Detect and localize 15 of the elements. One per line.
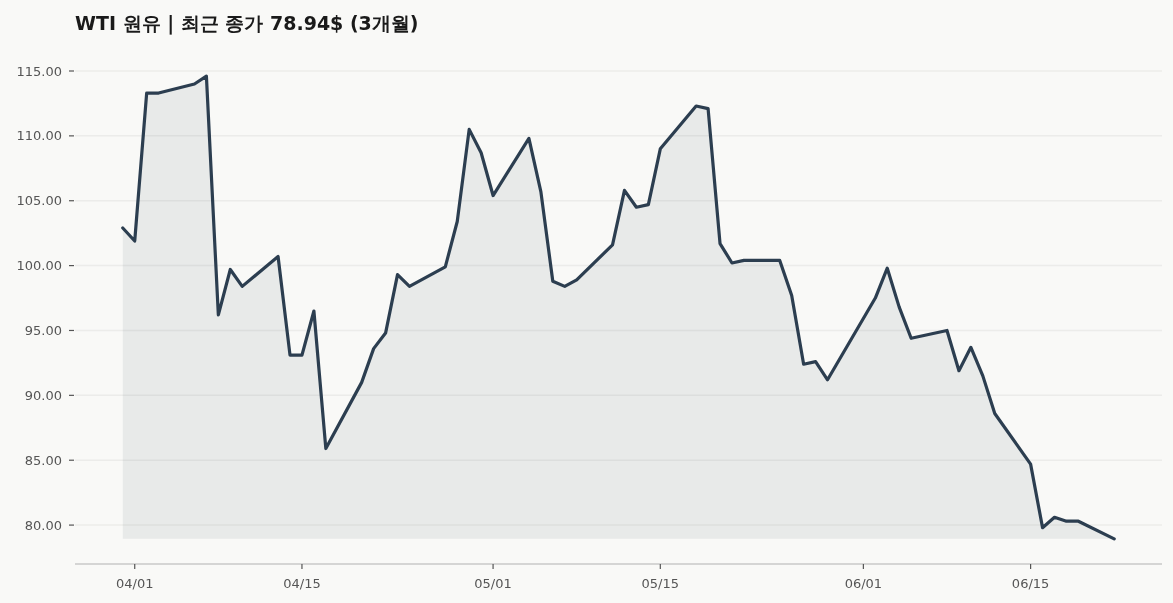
y-tick-label: 85.00 bbox=[24, 452, 62, 468]
y-tick-label: 95.00 bbox=[24, 322, 62, 338]
y-tick-label: 80.00 bbox=[24, 517, 62, 533]
x-tick-label: 04/01 bbox=[116, 575, 154, 591]
y-tick-label: 105.00 bbox=[16, 193, 62, 209]
x-tick-label: 04/15 bbox=[283, 575, 321, 591]
x-tick-label: 05/15 bbox=[641, 575, 680, 591]
y-tick-label: 100.00 bbox=[16, 258, 62, 274]
y-tick-label: 115.00 bbox=[16, 63, 62, 79]
title: WTI 원유 | 최근 종가 78.94$ (3개월) bbox=[75, 12, 419, 34]
x-tick-label: 06/15 bbox=[1011, 575, 1050, 591]
x-tick-label: 06/01 bbox=[844, 575, 883, 591]
y-tick-label: 110.00 bbox=[16, 128, 62, 144]
y-tick-label: 90.00 bbox=[24, 387, 62, 403]
x-tick-label: 05/01 bbox=[474, 575, 512, 591]
